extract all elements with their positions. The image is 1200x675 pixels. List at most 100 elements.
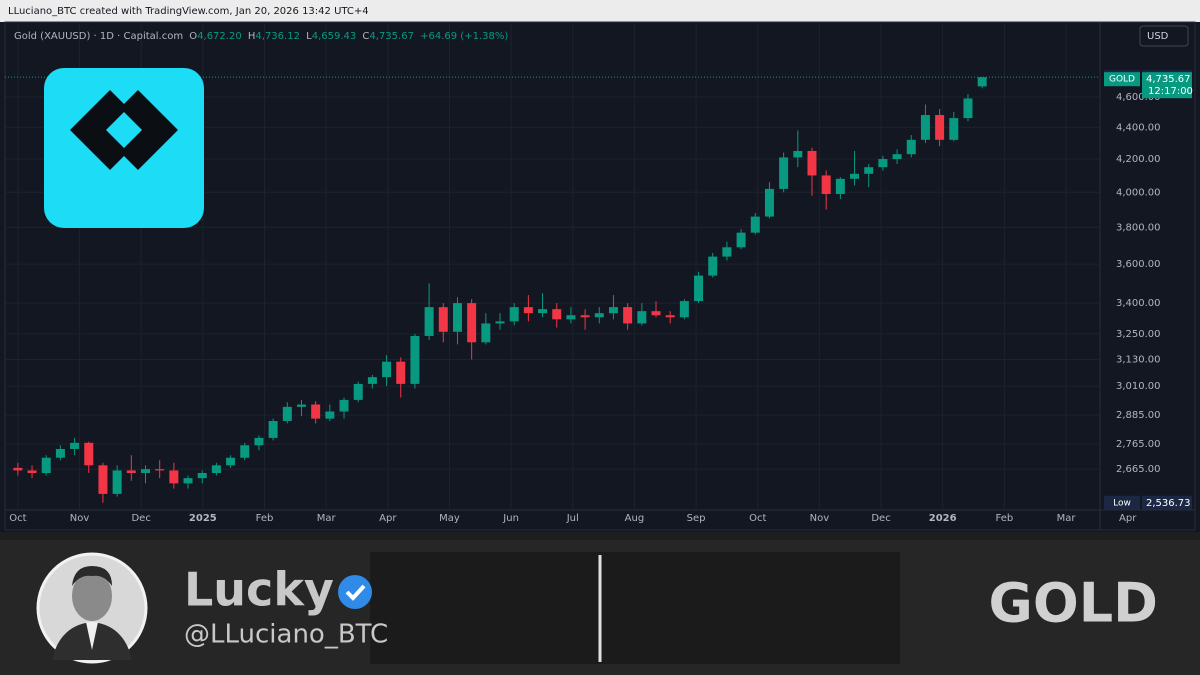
y-tick-label: 4,400.00 <box>1116 122 1161 133</box>
candle-body <box>779 157 789 189</box>
price-marker-tag <box>1104 72 1140 87</box>
candle-body <box>651 311 661 316</box>
legend-symbol: Gold (XAUUSD) · 1D · Capital.com <box>14 31 183 42</box>
candle-body <box>736 232 746 248</box>
candle-body <box>197 472 207 479</box>
candle-body <box>892 154 902 160</box>
y-tick-label: 3,400.00 <box>1116 298 1161 309</box>
candle-body <box>509 307 519 322</box>
candle-body <box>750 216 760 233</box>
y-tick-label: 3,600.00 <box>1116 259 1161 270</box>
axes: 2,665.00 2,765.00 2,885.00 3,010.00 3,130.00… <box>5 70 1193 524</box>
candle-body <box>325 411 335 419</box>
candle-body <box>523 307 533 314</box>
price-marker-value: 4,735.67 <box>1146 74 1191 85</box>
candle-body <box>169 470 179 484</box>
grid <box>5 22 1100 510</box>
price-marker-tag <box>1104 495 1140 510</box>
candle-body <box>679 301 689 318</box>
candle-body <box>13 467 23 471</box>
candle-body <box>864 167 874 174</box>
y-tick-label: 4,600.00 <box>1116 92 1161 103</box>
candle-body <box>793 150 803 158</box>
legend-low-label: L <box>306 31 312 42</box>
x-tick-label: Oct <box>749 513 766 524</box>
legend-low: 4,659.43 <box>312 31 357 42</box>
candle-body <box>27 470 37 473</box>
currency-button[interactable] <box>1139 25 1189 47</box>
candle-body <box>722 247 732 257</box>
legend-change: +64.69 (+1.38%) <box>420 31 508 42</box>
x-tick-label: Feb <box>995 513 1013 524</box>
y-tick-label: 4,000.00 <box>1116 187 1161 198</box>
profile-handle: @LLuciano_BTC <box>184 620 388 650</box>
x-tick-label: Sep <box>687 513 706 524</box>
candle-body <box>410 335 420 384</box>
candle-body <box>566 315 576 320</box>
x-tick-label: May <box>439 513 460 524</box>
candle-body <box>552 309 562 320</box>
candle-body <box>98 465 108 494</box>
y-tick-label: 2,665.00 <box>1116 464 1161 475</box>
candle-body <box>339 399 349 412</box>
candle-body <box>396 361 406 384</box>
candle-body <box>481 323 491 343</box>
candle-body <box>949 118 959 140</box>
avatar <box>36 552 148 664</box>
candle-body <box>452 303 462 332</box>
candle-body <box>807 150 817 176</box>
candle-body <box>608 307 618 314</box>
candle-body <box>41 457 51 473</box>
x-tick-label: Nov <box>70 513 90 524</box>
price-marker-value: 2,536.73 <box>1146 498 1191 509</box>
candle-body <box>538 309 548 314</box>
attribution-bar <box>0 0 1200 22</box>
candle-body <box>935 115 945 140</box>
legend-close: 4,735.67 <box>369 31 414 42</box>
candle-body <box>467 303 477 343</box>
candle-body <box>878 159 888 168</box>
candle-body <box>126 470 136 473</box>
price-marker-box <box>1142 72 1192 99</box>
candle-body <box>240 445 250 458</box>
x-tick-label: Mar <box>317 513 337 524</box>
candle-body <box>282 406 292 422</box>
x-tick-label: Oct <box>9 513 26 524</box>
price-marker-countdown: 12:17:00 <box>1148 86 1193 97</box>
candle-body <box>495 321 505 324</box>
candle-body <box>353 383 363 400</box>
x-tick-label: Apr <box>1119 513 1137 524</box>
candle-body <box>70 442 80 449</box>
asset-title: GOLD <box>989 572 1158 635</box>
candles <box>13 77 987 503</box>
profile-name: Lucky <box>184 563 334 617</box>
verified-badge <box>338 575 372 609</box>
y-tick-label: 2,885.00 <box>1116 410 1161 421</box>
candle-body <box>594 313 604 318</box>
candle-body <box>254 437 264 446</box>
candle-body <box>850 173 860 179</box>
candle-body <box>906 139 916 155</box>
candle-body <box>623 307 633 324</box>
y-tick-label: 3,010.00 <box>1116 381 1161 392</box>
candle-body <box>84 442 94 466</box>
candle-body <box>920 115 930 140</box>
candle-body <box>183 478 193 484</box>
x-tick-label: Feb <box>256 513 274 524</box>
attribution: LLuciano_BTC created with TradingView.co… <box>8 6 369 17</box>
logo <box>44 68 204 228</box>
legend: Gold (XAUUSD) · 1D · Capital.com O4,672.… <box>14 31 508 42</box>
currency[interactable]: USD <box>1147 31 1169 42</box>
x-tick-label: 2026 <box>929 513 957 524</box>
y-tick-label: 4,200.00 <box>1116 154 1161 165</box>
candle-body <box>367 377 377 384</box>
candle-body <box>694 275 704 302</box>
legend-open-label: O <box>189 31 197 42</box>
price-marker-box <box>1142 495 1192 510</box>
candle-body <box>977 77 987 87</box>
candle-body <box>580 315 590 318</box>
legend-open: 4,672.20 <box>197 31 242 42</box>
candle-body <box>311 404 321 419</box>
